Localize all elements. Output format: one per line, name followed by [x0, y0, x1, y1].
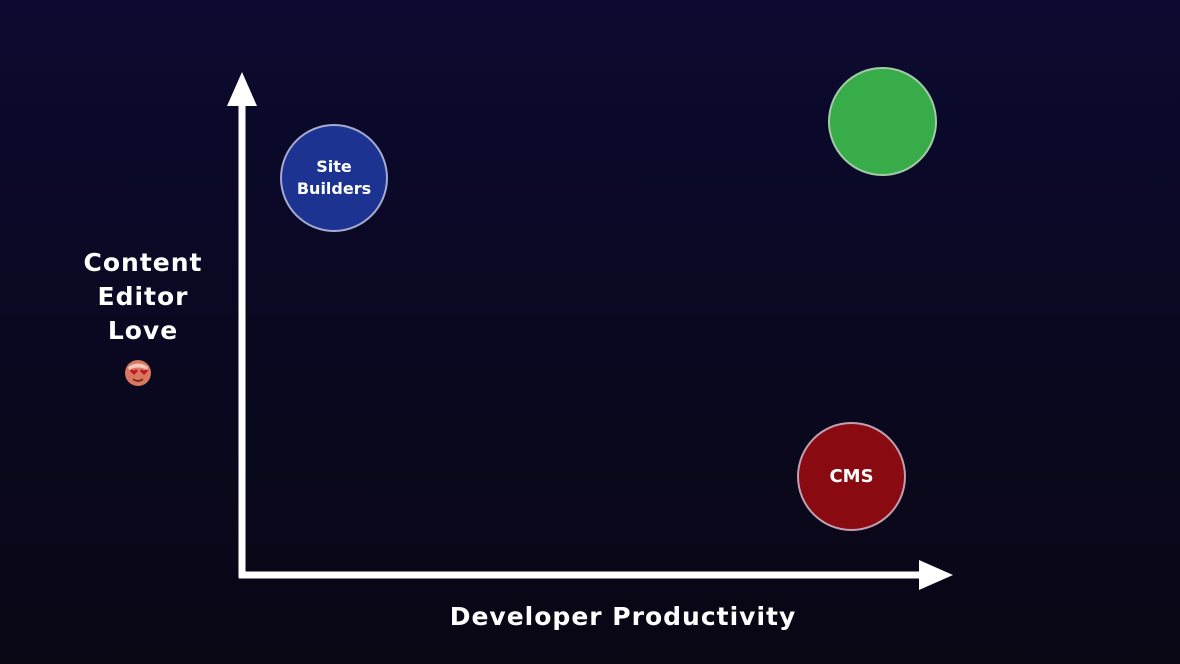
bubble-unlabeled-green	[828, 67, 937, 176]
y-axis-label-line: Editor	[97, 282, 189, 311]
bubble-label-line: CMS	[829, 465, 874, 487]
x-axis-label: Developer Productivity	[449, 602, 797, 631]
bubble-label-line: Builders	[296, 179, 372, 198]
bubble-label-line: Site	[316, 157, 352, 176]
y-axis-arrowhead	[227, 72, 257, 106]
y-axis-label: Content Editor Love	[58, 246, 228, 348]
x-axis-arrowhead	[919, 560, 953, 590]
heart-eyes-face-icon	[125, 360, 151, 386]
y-axis-label-line: Love	[107, 316, 179, 345]
bubble-site-builders: Site Builders	[280, 124, 388, 232]
y-axis-label-line: Content	[83, 248, 203, 277]
bubble-cms: CMS	[797, 422, 906, 531]
bubble-label: Site Builders	[297, 156, 371, 200]
